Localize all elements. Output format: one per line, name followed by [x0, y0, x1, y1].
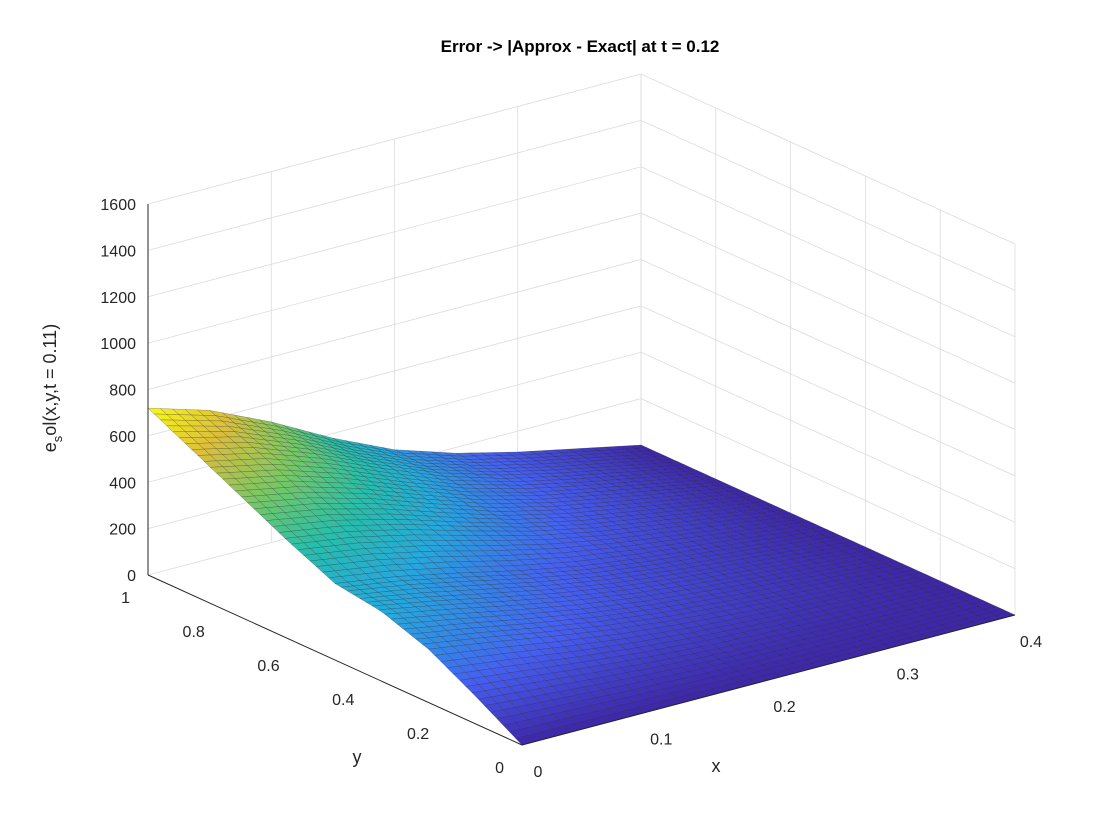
x-tick-label: 0.3 [897, 667, 919, 684]
chart-title: Error -> |Approx - Exact| at t = 0.12 [441, 37, 720, 56]
y-tick-label: 0.4 [332, 692, 354, 709]
x-axis-line [521, 614, 1016, 746]
z-tick-label: 1400 [100, 243, 136, 260]
x-tick-label: 0 [534, 764, 543, 781]
z-axis-label: esol(x,y,t = 0.11) [40, 324, 65, 452]
z-label-sub: s [50, 435, 65, 442]
tick-layer: 0 0.1 0.2 0.3 0.4 0 0.2 0.4 0.6 0.8 1 0 200 400 600 800… [100, 197, 1042, 781]
z-tick-label: 200 [109, 522, 136, 539]
x-tick-label: 0.2 [773, 699, 795, 716]
x-tick-label: 0.1 [650, 732, 672, 749]
z-gridline-5 [147, 212, 1016, 384]
z-tick-label: 1200 [100, 290, 136, 307]
z-tick-label: 600 [109, 429, 136, 446]
y-tick-label: 0.6 [257, 658, 279, 675]
y-axis-label: y [353, 747, 362, 767]
x-axis-label: x [712, 756, 721, 776]
surface-layer [147, 407, 1016, 746]
y-axis-line [147, 574, 523, 746]
z-label-main: e [40, 442, 60, 452]
z-gridline-7 [147, 119, 1016, 291]
z-label-rest: ol(x,y,t = 0.11) [40, 324, 60, 436]
z-gridline-8 [147, 73, 1016, 245]
y-tick-label: 0.8 [183, 624, 205, 641]
y-tick-label: 0.2 [407, 726, 429, 743]
x-tick-label: 0.4 [1020, 634, 1042, 651]
z-tick-label: 1000 [100, 336, 136, 353]
z-tick-label: 400 [109, 475, 136, 492]
z-gridline-4 [147, 259, 1016, 430]
z-gridline-6 [147, 166, 1016, 338]
z-tick-label: 800 [109, 383, 136, 400]
y-tick-label: 1 [121, 590, 130, 607]
y-tick-label: 0 [495, 760, 504, 777]
axis-layer [147, 204, 1016, 746]
z-tick-label: 1600 [100, 197, 136, 214]
z-tick-label: 0 [127, 568, 136, 585]
